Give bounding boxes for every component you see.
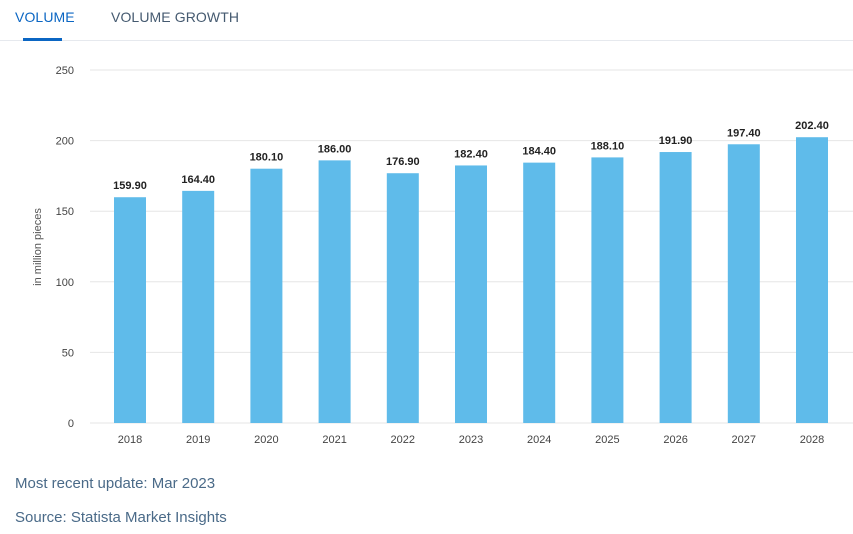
x-tick-label: 2019 [186, 434, 210, 446]
y-axis-ticks: 0 50 100 150 200 250 [56, 65, 74, 430]
y-axis-label: in million pieces [32, 208, 44, 286]
bars [114, 137, 828, 424]
bar-2020[interactable] [250, 168, 283, 423]
data-label: 202.40 [795, 120, 829, 132]
y-tick-label: 250 [56, 65, 74, 77]
source-note: Source: Statista Market Insights [15, 509, 227, 526]
data-label: 197.40 [727, 127, 761, 139]
bar-2023[interactable] [455, 165, 487, 423]
y-tick-label: 150 [56, 206, 74, 218]
chart-area: 0 50 100 150 200 250 159.90 164.40 180.10 186.00… [0, 44, 853, 464]
x-tick-label: 2023 [459, 434, 483, 446]
x-tick-label: 2025 [595, 434, 619, 446]
x-tick-label: 2026 [663, 434, 687, 446]
x-tick-label: 2021 [322, 434, 346, 446]
bar-2019[interactable] [182, 190, 215, 423]
data-label: 188.10 [591, 140, 625, 152]
data-labels: 159.90 164.40 180.10 186.00 176.90 182.40 184.… [113, 120, 829, 192]
data-label: 180.10 [250, 152, 284, 164]
bar-2018[interactable] [114, 197, 146, 423]
y-tick-label: 0 [68, 418, 74, 430]
tab-volume[interactable]: VOLUME [15, 9, 75, 25]
update-note: Most recent update: Mar 2023 [15, 475, 216, 492]
bar-2021[interactable] [318, 160, 351, 424]
data-label: 176.90 [386, 156, 420, 168]
bar-2024[interactable] [523, 162, 556, 423]
x-tick-label: 2020 [254, 434, 278, 446]
x-tick-label: 2018 [118, 434, 142, 446]
bar-2022[interactable] [386, 173, 419, 423]
x-tick-label: 2024 [527, 434, 551, 446]
x-tick-label: 2028 [800, 434, 824, 446]
y-tick-label: 50 [62, 347, 74, 359]
data-label: 159.90 [113, 180, 147, 192]
bar-2026[interactable] [659, 152, 692, 423]
y-tick-label: 200 [56, 136, 74, 148]
x-axis-ticks: 2018 2019 2020 2021 2022 2023 2024 2025 2026 2027… [118, 434, 824, 446]
tab-bar: VOLUME VOLUME GROWTH [0, 0, 853, 41]
tab-volume-growth[interactable]: VOLUME GROWTH [111, 9, 240, 25]
active-tab-indicator [23, 38, 62, 41]
bar-chart: 0 50 100 150 200 250 159.90 164.40 180.10 186.00… [32, 65, 853, 446]
data-label: 182.40 [454, 148, 488, 160]
y-tick-label: 100 [56, 277, 74, 289]
x-tick-label: 2027 [732, 434, 756, 446]
bar-2028[interactable] [796, 137, 828, 424]
bar-2027[interactable] [727, 144, 760, 423]
data-label: 164.40 [181, 174, 215, 186]
bar-2025[interactable] [591, 157, 624, 423]
data-label: 191.90 [659, 135, 693, 147]
x-tick-label: 2022 [391, 434, 415, 446]
data-label: 186.00 [318, 143, 352, 155]
data-label: 184.40 [522, 146, 556, 158]
